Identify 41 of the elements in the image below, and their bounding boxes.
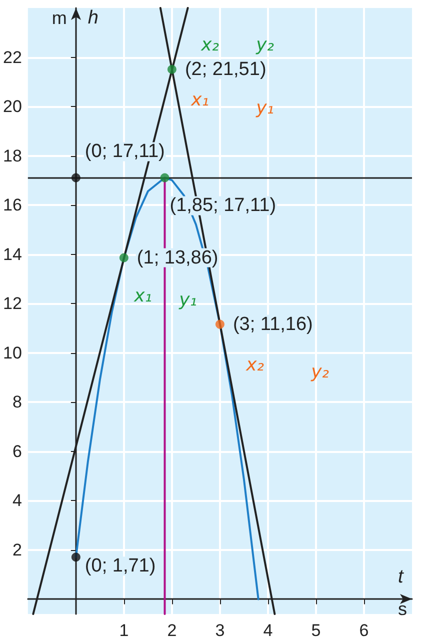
y-tick-label: 18 [2,146,22,166]
annotation: y₂ [310,362,329,382]
annotation: y₁ [255,98,274,118]
y-tick-label: 2 [12,540,22,560]
annotation: (2; 21,51) [184,58,266,80]
y-axis-title: h [88,8,98,28]
annotation: (3; 11,16) [232,314,313,335]
x-tick-label: 1 [119,621,129,639]
y-tick-label: 16 [2,196,22,215]
annotation: x₁ [190,90,209,110]
point [215,320,224,329]
point [71,552,80,562]
point [167,64,176,74]
y-tick-label: 10 [2,343,22,362]
y-tick-label: 20 [2,97,22,116]
point [160,173,170,182]
y-tick-label: 22 [2,48,22,67]
annotation: (0; 17,11) [84,141,165,162]
annotation: x₂ [245,354,264,376]
annotation: x₂ [200,34,219,56]
x-tick-label: 3 [215,621,225,639]
point [119,253,128,262]
y-tick-label: 4 [12,491,22,510]
x-tick-label: 6 [359,621,369,639]
y-tick-label: 12 [2,294,22,314]
annotation: y₁ [178,290,197,310]
annotation: s [398,599,407,620]
annotation: (1; 13,86) [136,247,218,268]
annotation: (0; 1,71) [84,556,156,577]
annotation: (1,85; 17,11) [170,195,276,216]
x-tick-label: 4 [263,621,273,639]
annotation: m [52,8,67,28]
annotation: y₂ [255,34,274,56]
annotation: x₁ [133,286,152,306]
y-tick-label: 8 [12,392,22,412]
x-tick-label: 2 [167,621,177,639]
y-tick-label: 6 [12,442,22,461]
x-axis-title: t [398,566,404,588]
y-tick-label: 14 [2,244,22,264]
point [71,173,80,182]
x-tick-label: 5 [311,621,321,639]
